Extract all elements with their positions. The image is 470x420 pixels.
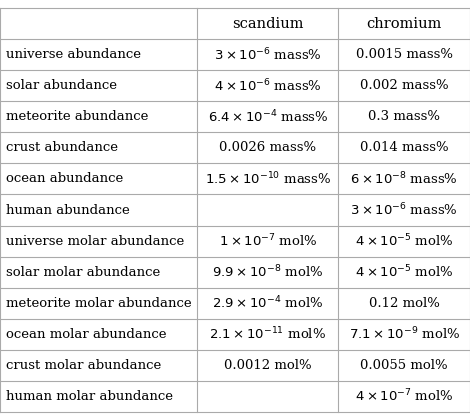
Text: ocean abundance: ocean abundance [6,173,123,186]
Text: 0.12 mol%: 0.12 mol% [369,297,439,310]
Text: $4\times10^{-5}$ mol%: $4\times10^{-5}$ mol% [355,264,454,280]
Text: $2.9\times10^{-4}$ mol%: $2.9\times10^{-4}$ mol% [212,295,323,311]
Text: 0.0026 mass%: 0.0026 mass% [219,142,316,155]
Text: chromium: chromium [367,17,442,31]
Text: 0.0015 mass%: 0.0015 mass% [356,48,453,61]
Text: 0.3 mass%: 0.3 mass% [368,110,440,123]
Text: meteorite molar abundance: meteorite molar abundance [6,297,191,310]
Text: crust abundance: crust abundance [6,142,118,155]
Text: $9.9\times10^{-8}$ mol%: $9.9\times10^{-8}$ mol% [212,264,323,280]
Text: meteorite abundance: meteorite abundance [6,110,148,123]
Text: human molar abundance: human molar abundance [6,390,172,403]
Text: crust molar abundance: crust molar abundance [6,359,161,372]
Text: human abundance: human abundance [6,204,129,216]
Text: $1.5\times10^{-10}$ mass%: $1.5\times10^{-10}$ mass% [205,171,331,187]
Text: $7.1\times10^{-9}$ mol%: $7.1\times10^{-9}$ mol% [349,326,460,342]
Text: ocean molar abundance: ocean molar abundance [6,328,166,341]
Text: 0.0012 mol%: 0.0012 mol% [224,359,312,372]
Text: scandium: scandium [232,17,304,31]
Text: universe molar abundance: universe molar abundance [6,234,184,247]
Text: 0.002 mass%: 0.002 mass% [360,79,448,92]
Text: $6\times10^{-8}$ mass%: $6\times10^{-8}$ mass% [350,171,458,187]
Text: 0.0055 mol%: 0.0055 mol% [360,359,448,372]
Text: $1\times10^{-7}$ mol%: $1\times10^{-7}$ mol% [219,233,317,249]
Text: $3\times10^{-6}$ mass%: $3\times10^{-6}$ mass% [350,202,458,218]
Text: $4\times10^{-7}$ mol%: $4\times10^{-7}$ mol% [355,388,454,404]
Text: $3\times10^{-6}$ mass%: $3\times10^{-6}$ mass% [214,47,322,63]
Text: $4\times10^{-5}$ mol%: $4\times10^{-5}$ mol% [355,233,454,249]
Text: universe abundance: universe abundance [6,48,141,61]
Text: $2.1\times10^{-11}$ mol%: $2.1\times10^{-11}$ mol% [209,326,327,342]
Text: solar molar abundance: solar molar abundance [6,265,160,278]
Text: $4\times10^{-6}$ mass%: $4\times10^{-6}$ mass% [214,78,322,94]
Text: 0.014 mass%: 0.014 mass% [360,142,448,155]
Text: $6.4\times10^{-4}$ mass%: $6.4\times10^{-4}$ mass% [208,109,328,125]
Text: solar abundance: solar abundance [6,79,117,92]
